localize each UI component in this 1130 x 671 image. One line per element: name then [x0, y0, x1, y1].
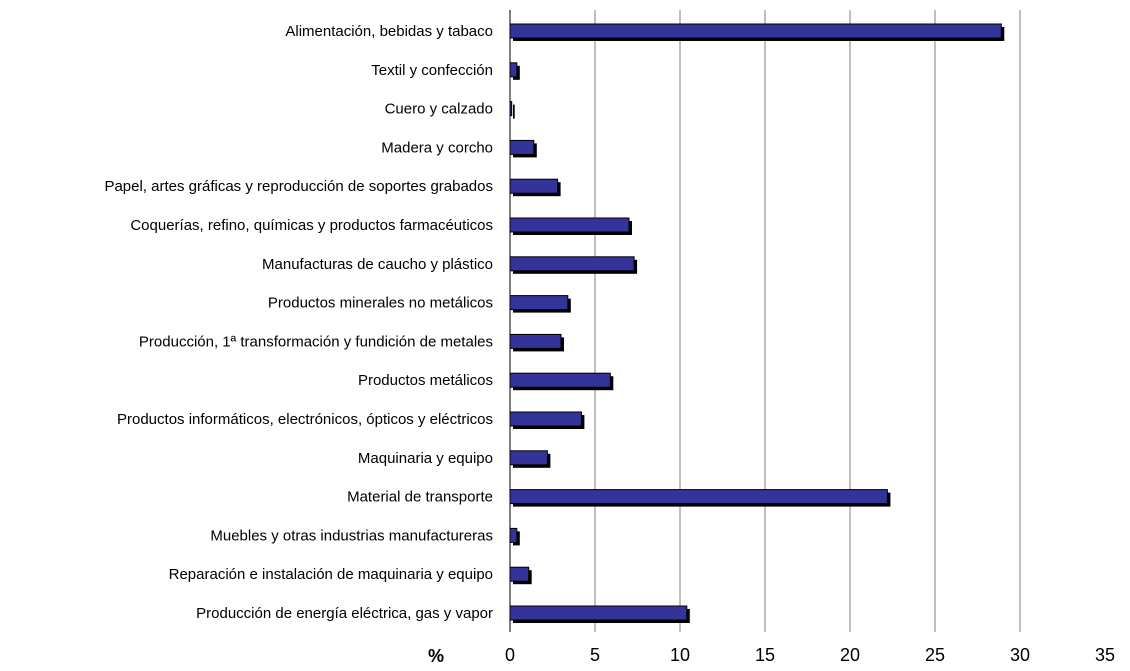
category-label: Material de transporte — [347, 489, 493, 506]
bar — [509, 139, 535, 155]
category-labels: Alimentación, bebidas y tabaco Textil y c… — [104, 23, 493, 622]
category-label: Productos informáticos, electrónicos, óp… — [117, 411, 493, 428]
x-tick-label: 5 — [590, 645, 600, 665]
bar — [509, 62, 518, 78]
category-label: Manufacturas de caucho y plástico — [262, 256, 493, 273]
bar — [509, 333, 562, 349]
bar — [509, 527, 518, 543]
x-tick-label: 10 — [670, 645, 690, 665]
bar — [509, 489, 888, 505]
bar — [509, 372, 611, 388]
bar — [509, 566, 530, 582]
bar — [509, 605, 688, 621]
bar — [509, 450, 548, 466]
category-label: Alimentación, bebidas y tabaco — [285, 23, 493, 40]
bars — [509, 23, 1005, 623]
category-label: Producción, 1ª transformación y fundició… — [139, 333, 493, 350]
category-label: Textil y confección — [371, 62, 493, 79]
category-label: Productos minerales no metálicos — [268, 295, 493, 312]
category-label: Madera y corcho — [381, 139, 493, 156]
x-tick-label: 25 — [925, 645, 945, 665]
category-label: Productos metálicos — [358, 372, 493, 389]
bar — [509, 23, 1002, 39]
category-label: Papel, artes gráficas y reproducción de … — [104, 178, 493, 195]
category-label: Maquinaria y equipo — [358, 450, 493, 467]
x-axis-unit-label: % — [428, 646, 444, 666]
category-label: Muebles y otras industrias manufacturera… — [210, 527, 493, 544]
x-tick-label: 15 — [755, 645, 775, 665]
x-tick-label: 30 — [1010, 645, 1030, 665]
category-label: Producción de energía eléctrica, gas y v… — [196, 605, 493, 622]
bar — [509, 217, 630, 233]
x-tick-labels: 0 5 10 15 20 25 30 35 — [505, 645, 1115, 665]
x-tick-label: 35 — [1095, 645, 1115, 665]
bar — [509, 178, 559, 194]
x-tick-label: 0 — [505, 645, 515, 665]
x-tick-label: 20 — [840, 645, 860, 665]
grid-lines — [594, 10, 1021, 632]
bar — [509, 295, 569, 311]
bar — [509, 256, 635, 272]
category-label: Reparación e instalación de maquinaria y… — [169, 566, 493, 583]
bar — [509, 411, 582, 427]
category-label: Coquerías, refino, químicas y productos … — [130, 217, 493, 234]
category-label: Cuero y calzado — [385, 101, 493, 118]
bar-shadow — [513, 104, 515, 119]
